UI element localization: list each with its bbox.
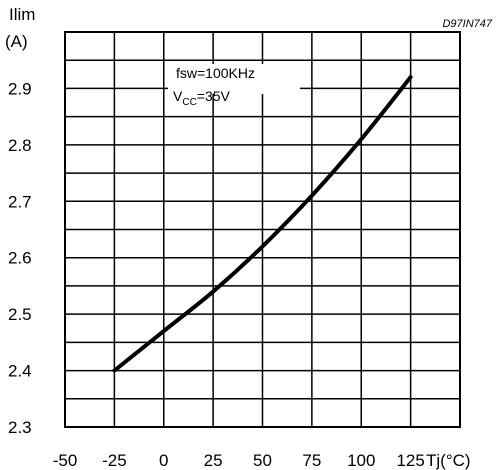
y-tick-label: 2.4 — [8, 362, 32, 381]
grid — [65, 32, 460, 427]
annotation-background — [168, 64, 300, 94]
x-tick-label: -50 — [53, 451, 78, 470]
x-tick-label: 50 — [253, 451, 272, 470]
x-tick-labels: -50 -25 0 25 50 75 100 125 — [53, 451, 425, 470]
x-axis-label: Tj(°C) — [426, 451, 471, 470]
plot-frame — [64, 31, 461, 428]
x-tick-label: 0 — [159, 451, 168, 470]
y-tick-label: 2.8 — [8, 136, 32, 155]
x-tick-label: 75 — [302, 451, 321, 470]
annotation-line-2: VCC=35V — [173, 88, 231, 108]
annotation-line-1: fsw=100KHz — [176, 65, 255, 81]
y-tick-label: 2.3 — [8, 418, 32, 437]
y-tick-label: 2.7 — [8, 192, 32, 211]
y-axis-label: Ilim — [9, 5, 35, 24]
x-tick-label: 125 — [396, 451, 424, 470]
x-tick-label: 100 — [347, 451, 375, 470]
y-tick-label: 2.9 — [8, 79, 32, 98]
data-series-line — [112, 75, 413, 373]
y-tick-label: 2.6 — [8, 249, 32, 268]
y-axis-unit: (A) — [5, 32, 28, 51]
x-tick-label: -25 — [102, 451, 127, 470]
x-tick-label: 25 — [204, 451, 223, 470]
chart-id-label: D97IN747 — [442, 18, 492, 30]
y-tick-label: 2.5 — [8, 305, 32, 324]
y-tick-labels: 2.3 2.4 2.5 2.6 2.7 2.8 2.9 — [8, 79, 32, 437]
